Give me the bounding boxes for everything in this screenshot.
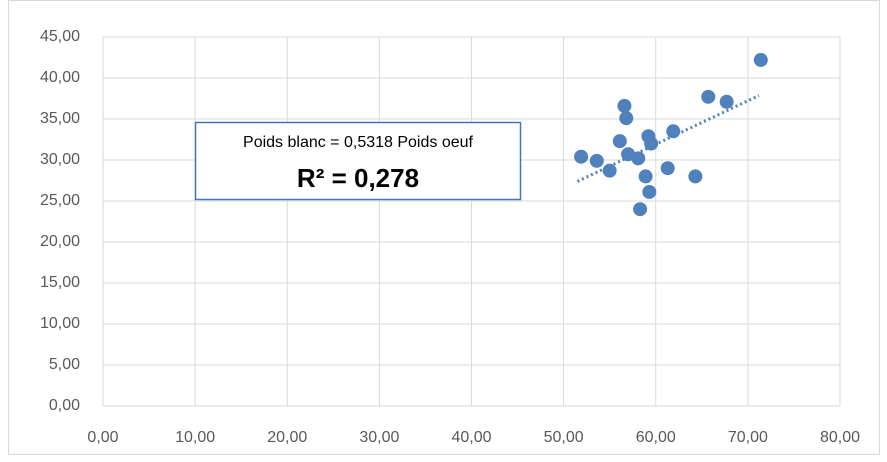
- x-tick-label: 40,00: [451, 429, 491, 446]
- annotation-r2: R² = 0,278: [297, 163, 419, 193]
- trendline: [576, 94, 760, 183]
- point: [642, 184, 657, 199]
- y-tick-label: 0,00: [49, 397, 80, 414]
- y-tick-label: 30,00: [40, 151, 80, 168]
- point: [666, 124, 681, 139]
- point: [701, 89, 716, 104]
- annotation-box: [194, 121, 522, 201]
- x-tick-label: 30,00: [359, 429, 399, 446]
- y-tick-label: 15,00: [40, 274, 80, 291]
- x-tick-label: 10,00: [175, 429, 215, 446]
- point: [753, 52, 768, 67]
- x-tick-label: 70,00: [728, 429, 768, 446]
- x-tick-label: 60,00: [636, 429, 676, 446]
- point: [660, 161, 675, 176]
- y-tick-label: 10,00: [40, 315, 80, 332]
- point: [602, 163, 617, 178]
- point: [619, 111, 634, 126]
- plot-area: 0,00 5,00 10,00 15,00 20,00 25,00 30,00 35,00 40…: [40, 28, 860, 446]
- point: [644, 136, 659, 151]
- point: [688, 169, 703, 184]
- annotation-equation: Poids blanc = 0,5318 Poids oeuf: [243, 134, 474, 151]
- point: [631, 151, 646, 166]
- y-tick-label: 25,00: [40, 192, 80, 209]
- y-tick-label: 35,00: [40, 110, 80, 127]
- y-tick-label: 5,00: [49, 356, 80, 373]
- point: [638, 169, 653, 184]
- point: [612, 134, 627, 149]
- x-tick-label: 80,00: [820, 429, 860, 446]
- point: [589, 153, 604, 168]
- y-tick-label: 40,00: [40, 69, 80, 86]
- point: [719, 94, 734, 109]
- point: [617, 98, 632, 113]
- x-tick-label: 0,00: [87, 429, 118, 446]
- y-tick-label: 20,00: [40, 233, 80, 250]
- y-tick-label: 45,00: [40, 28, 80, 45]
- point: [633, 202, 648, 217]
- point: [574, 149, 589, 164]
- chart-border: [8, 0, 880, 455]
- x-tick-label: 20,00: [267, 429, 307, 446]
- x-tick-label: 50,00: [544, 429, 584, 446]
